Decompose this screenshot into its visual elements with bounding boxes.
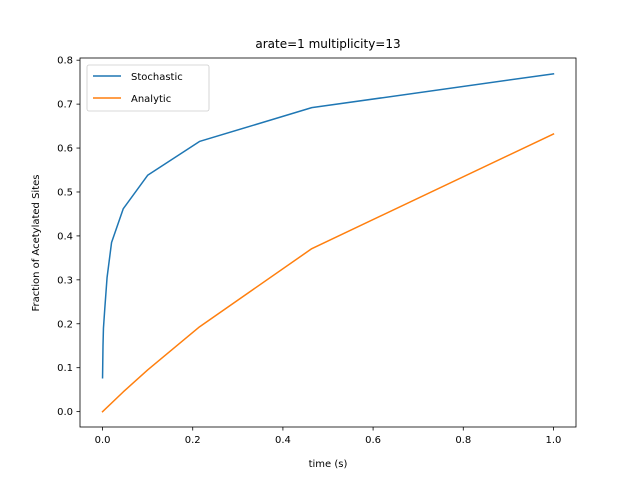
y-tick-label: 0.6: [57, 144, 73, 155]
x-axis-label: time (s): [309, 459, 348, 470]
y-tick-label: 0.8: [57, 56, 73, 67]
x-tick-label: 0.4: [275, 435, 291, 446]
x-tick-label: 0.6: [365, 435, 381, 446]
series-line-stochastic: [101, 72, 555, 379]
x-tick-label: 0.2: [185, 435, 201, 446]
series-line-analytic: [101, 133, 555, 413]
y-tick-label: 0.1: [57, 363, 73, 374]
legend-label-stochastic: Stochastic: [131, 72, 183, 83]
y-tick-label: 0.4: [57, 231, 73, 242]
chart-title: arate=1 multiplicity=13: [255, 37, 400, 51]
axes-frame: [79, 57, 577, 428]
x-tick-label: 0.0: [95, 435, 111, 446]
legend-label-analytic: Analytic: [131, 94, 171, 105]
series-lines: [101, 72, 555, 413]
y-axis-ticks: 0.0 0.1 0.2 0.3 0.4 0.5 0.6 0.7 0.8: [57, 56, 80, 418]
y-tick-label: 0.3: [57, 275, 73, 286]
y-tick-label: 0.0: [57, 407, 73, 418]
legend: Stochastic Analytic: [86, 64, 210, 112]
y-axis-label: Fraction of Acetylated Sites: [31, 175, 42, 312]
y-tick-label: 0.2: [57, 319, 73, 330]
x-tick-label: 1.0: [546, 435, 562, 446]
x-axis-ticks: 0.0 0.2 0.4 0.6 0.8 1.0: [95, 427, 562, 446]
y-tick-label: 0.5: [57, 187, 73, 198]
y-tick-label: 0.7: [57, 100, 73, 111]
x-tick-label: 0.8: [455, 435, 471, 446]
